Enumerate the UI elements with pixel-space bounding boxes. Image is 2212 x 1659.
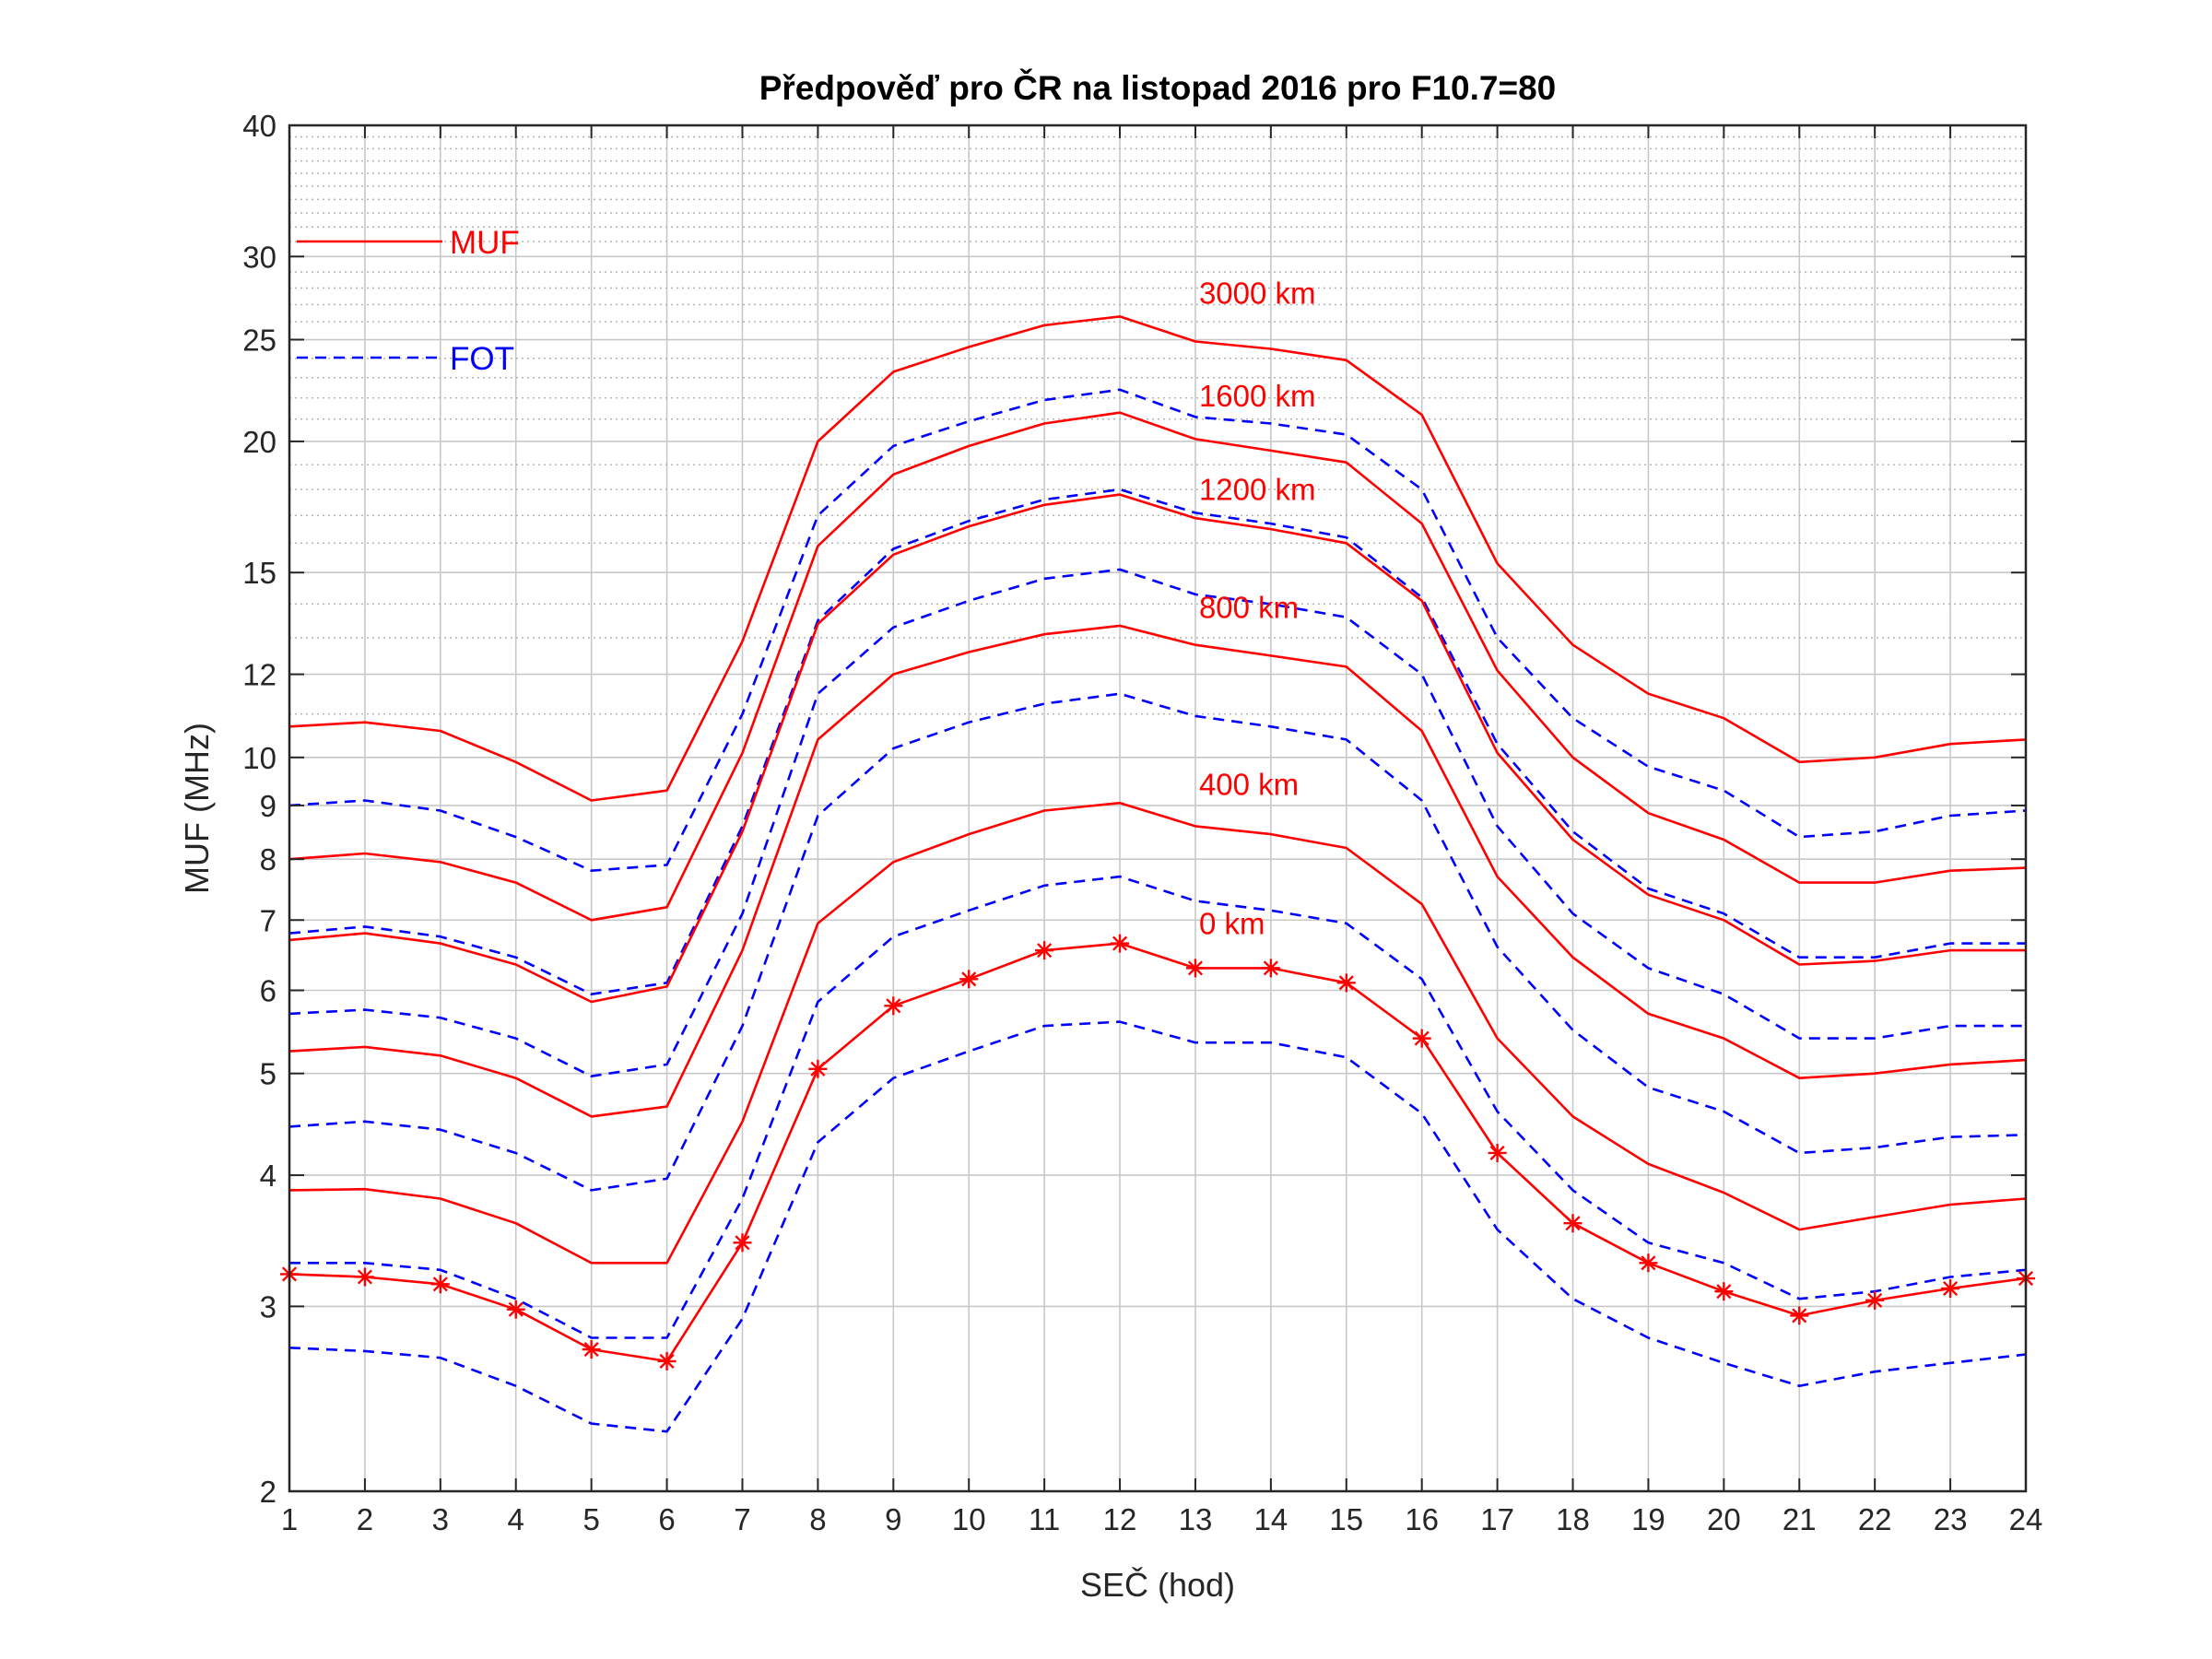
x-tick-label: 12 bbox=[1103, 1502, 1137, 1536]
data-point-marker bbox=[506, 1300, 525, 1319]
fot-line bbox=[288, 488, 2026, 995]
chart-title: Předpověď pro ČR na listopad 2016 pro F1… bbox=[759, 68, 1557, 107]
x-tick-label: 9 bbox=[885, 1502, 901, 1536]
data-point-marker bbox=[430, 1275, 450, 1294]
y-tick-label: 25 bbox=[242, 324, 276, 358]
x-tick-label: 3 bbox=[432, 1502, 449, 1536]
x-tick-label: 15 bbox=[1329, 1502, 1363, 1536]
data-point-marker bbox=[1111, 934, 1130, 953]
series-label: 1200 km bbox=[1199, 472, 1316, 506]
legend-label: MUF bbox=[450, 225, 520, 261]
series-label: 0 km bbox=[1199, 906, 1265, 940]
y-tick-label: 4 bbox=[260, 1159, 276, 1193]
legend: MUF FOT bbox=[297, 225, 520, 377]
y-tick-label: 6 bbox=[260, 974, 276, 1008]
y-tick-label: 3 bbox=[260, 1289, 276, 1324]
data-point-marker bbox=[959, 970, 979, 989]
x-tick-label: 18 bbox=[1556, 1502, 1590, 1536]
series-label: 400 km bbox=[1199, 768, 1299, 802]
y-tick-label: 2 bbox=[260, 1475, 276, 1509]
series-label: 1600 km bbox=[1199, 379, 1316, 413]
plot-frame bbox=[288, 124, 2028, 1493]
data-point-marker bbox=[733, 1233, 752, 1253]
muf-line-800km bbox=[288, 624, 2027, 1118]
data-point-marker bbox=[808, 1059, 828, 1078]
x-tick-label: 22 bbox=[1858, 1502, 1892, 1536]
y-tick-label: 8 bbox=[260, 842, 276, 877]
y-tick-label: 20 bbox=[242, 425, 276, 459]
series-label: 3000 km bbox=[1199, 276, 1316, 310]
x-tick-label: 6 bbox=[658, 1502, 675, 1536]
data-point-marker bbox=[1714, 1282, 1734, 1301]
x-tick-label: 4 bbox=[508, 1502, 524, 1536]
plot-background bbox=[289, 125, 2026, 1491]
series-labels: 1 2 3 4 5 6 7 8 9 10 11 12 13 14 15 16 17 18 19 20 21 22 23 242… bbox=[242, 109, 2042, 1536]
y-tick-label: 5 bbox=[260, 1057, 276, 1091]
data-point-marker bbox=[657, 1351, 677, 1371]
x-tick-label: 21 bbox=[1783, 1502, 1817, 1536]
series-label: 800 km bbox=[1199, 590, 1299, 624]
data-point-marker bbox=[1185, 959, 1205, 978]
fot-line bbox=[288, 568, 2026, 1077]
muf-line-1600km bbox=[288, 411, 2027, 922]
data-point-marker bbox=[1790, 1306, 1809, 1325]
x-tick-label: 5 bbox=[582, 1502, 599, 1536]
series-group bbox=[280, 315, 2035, 1433]
y-tick-label: 40 bbox=[242, 109, 276, 143]
data-point-marker bbox=[1412, 1029, 1431, 1048]
data-point-marker bbox=[582, 1340, 601, 1359]
y-tick-label: 7 bbox=[260, 903, 276, 937]
data-point-marker bbox=[1336, 973, 1356, 993]
fot-line bbox=[288, 388, 2027, 873]
x-tick-label: 1 bbox=[281, 1502, 298, 1536]
muf-line-1200km bbox=[288, 493, 2026, 1004]
data-point-marker bbox=[884, 996, 903, 1016]
data-point-marker bbox=[1035, 941, 1054, 960]
grid bbox=[288, 124, 2027, 1492]
y-tick-label: 30 bbox=[242, 240, 276, 274]
axis-ticks bbox=[288, 124, 2027, 1492]
x-tick-label: 13 bbox=[1179, 1502, 1213, 1536]
legend-label: FOT bbox=[450, 341, 514, 377]
data-point-marker bbox=[1261, 959, 1280, 978]
x-tick-label: 11 bbox=[1029, 1502, 1060, 1536]
data-point-marker bbox=[1941, 1279, 1960, 1299]
y-tick-label: 9 bbox=[260, 789, 276, 823]
y-tick-label: 12 bbox=[242, 658, 276, 692]
x-tick-label: 19 bbox=[1631, 1502, 1665, 1536]
x-tick-label: 17 bbox=[1480, 1502, 1514, 1536]
x-tick-label: 10 bbox=[952, 1502, 986, 1536]
x-tick-label: 14 bbox=[1254, 1502, 1288, 1536]
x-tick-label: 7 bbox=[734, 1502, 750, 1536]
data-point-marker bbox=[1563, 1214, 1583, 1233]
y-axis-label: MUF (MHz) bbox=[178, 723, 216, 894]
x-tick-label: 2 bbox=[357, 1502, 373, 1536]
y-tick-label: 10 bbox=[242, 741, 276, 775]
x-tick-label: 8 bbox=[809, 1502, 826, 1536]
x-tick-label: 23 bbox=[1934, 1502, 1968, 1536]
data-point-marker bbox=[1865, 1290, 1885, 1310]
x-axis-label: SEČ (hod) bbox=[1080, 1566, 1235, 1604]
muf-line-400km bbox=[288, 801, 2027, 1265]
data-point-marker bbox=[355, 1267, 374, 1287]
muf-line-3000km bbox=[288, 315, 2027, 802]
x-tick-label: 24 bbox=[2009, 1502, 2043, 1536]
fot-line bbox=[288, 1020, 2027, 1433]
muf-line-0km bbox=[288, 942, 2027, 1363]
x-tick-label: 20 bbox=[1707, 1502, 1741, 1536]
fot-line bbox=[288, 692, 2027, 1192]
y-tick-label: 15 bbox=[242, 556, 276, 590]
x-tick-label: 16 bbox=[1405, 1502, 1439, 1536]
data-point-marker bbox=[1488, 1143, 1507, 1162]
fot-line bbox=[289, 875, 2027, 1339]
data-point-marker bbox=[1639, 1253, 1658, 1273]
